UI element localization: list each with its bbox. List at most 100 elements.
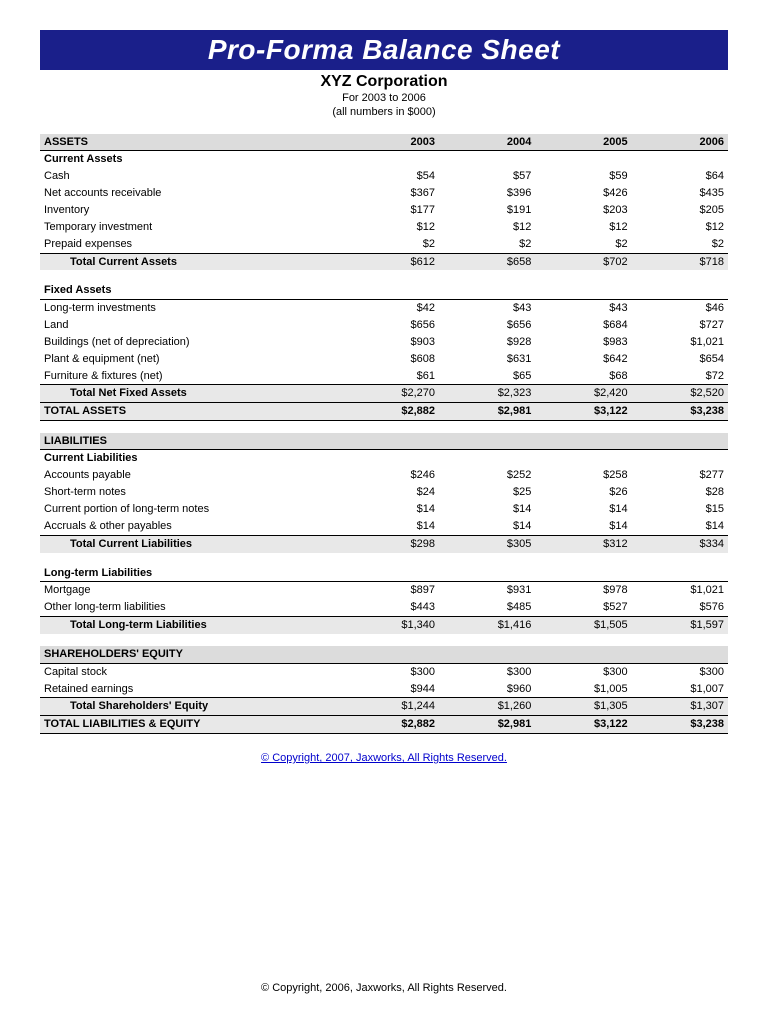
row-value: $12	[343, 219, 439, 236]
row-value: $14	[343, 501, 439, 518]
row-value: $978	[535, 582, 631, 599]
copyright-link[interactable]: © Copyright, 2007, Jaxworks, All Rights …	[261, 752, 507, 764]
table-row: Inventory$177$191$203$205	[40, 202, 728, 219]
table-row: Land$656$656$684$727	[40, 317, 728, 334]
row-value: $72	[632, 368, 728, 385]
row-value: $205	[632, 202, 728, 219]
total-fixed-assets-row: Total Net Fixed Assets $2,270 $2,323 $2,…	[40, 385, 728, 403]
total-longterm-liabilities-row: Total Long-term Liabilities $1,340 $1,41…	[40, 617, 728, 634]
row-value: $642	[535, 351, 631, 368]
longterm-liabilities-rows: Mortgage$897$931$978$1,021Other long-ter…	[40, 582, 728, 617]
row-label: Net accounts receivable	[40, 185, 343, 202]
table-row: Buildings (net of depreciation)$903$928$…	[40, 334, 728, 351]
row-value: $983	[535, 334, 631, 351]
table-row: Plant & equipment (net)$608$631$642$654	[40, 351, 728, 368]
row-value: $656	[439, 317, 535, 334]
row-value: $24	[343, 484, 439, 501]
row-value: $65	[439, 368, 535, 385]
table-row: Short-term notes$24$25$26$28	[40, 484, 728, 501]
row-value: $43	[439, 300, 535, 317]
row-value: $727	[632, 317, 728, 334]
equity-rows: Capital stock$300$300$300$300Retained ea…	[40, 663, 728, 698]
copyright-link-wrap: © Copyright, 2007, Jaxworks, All Rights …	[40, 752, 728, 764]
row-value: $944	[343, 681, 439, 698]
row-value: $2	[439, 236, 535, 253]
row-value: $608	[343, 351, 439, 368]
row-value: $928	[439, 334, 535, 351]
row-value: $64	[632, 168, 728, 185]
equity-header-row: SHAREHOLDERS' EQUITY	[40, 646, 728, 663]
row-value: $203	[535, 202, 631, 219]
document-title: Pro-Forma Balance Sheet	[40, 30, 728, 70]
current-assets-rows: Cash$54$57$59$64Net accounts receivable$…	[40, 168, 728, 253]
row-value: $2	[343, 236, 439, 253]
longterm-liabilities-subhead: Long-term Liabilities	[40, 565, 728, 582]
table-row: Accounts payable$246$252$258$277	[40, 467, 728, 484]
row-value: $191	[439, 202, 535, 219]
row-value: $1,007	[632, 681, 728, 698]
total-assets-row: TOTAL ASSETS $2,882 $2,981 $3,122 $3,238	[40, 403, 728, 421]
row-value: $2	[535, 236, 631, 253]
row-value: $654	[632, 351, 728, 368]
row-value: $14	[343, 518, 439, 535]
current-liabilities-subhead: Current Liabilities	[40, 450, 728, 467]
table-row: Other long-term liabilities$443$485$527$…	[40, 599, 728, 616]
row-value: $252	[439, 467, 535, 484]
row-label: Short-term notes	[40, 484, 343, 501]
row-label: Land	[40, 317, 343, 334]
assets-header-row: ASSETS 2003 2004 2005 2006	[40, 134, 728, 151]
table-row: Mortgage$897$931$978$1,021	[40, 582, 728, 599]
row-value: $903	[343, 334, 439, 351]
row-value: $12	[632, 219, 728, 236]
row-label: Furniture & fixtures (net)	[40, 368, 343, 385]
units-line: (all numbers in $000)	[40, 105, 728, 119]
table-row: Current portion of long-term notes$14$14…	[40, 501, 728, 518]
row-value: $12	[439, 219, 535, 236]
row-label: Cash	[40, 168, 343, 185]
row-value: $931	[439, 582, 535, 599]
row-label: Buildings (net of depreciation)	[40, 334, 343, 351]
row-value: $42	[343, 300, 439, 317]
row-value: $576	[632, 599, 728, 616]
row-value: $61	[343, 368, 439, 385]
row-label: Capital stock	[40, 663, 343, 680]
row-value: $258	[535, 467, 631, 484]
row-label: Retained earnings	[40, 681, 343, 698]
row-label: Current portion of long-term notes	[40, 501, 343, 518]
row-label: Other long-term liabilities	[40, 599, 343, 616]
row-value: $68	[535, 368, 631, 385]
row-value: $46	[632, 300, 728, 317]
row-value: $28	[632, 484, 728, 501]
row-value: $2	[632, 236, 728, 253]
row-value: $12	[535, 219, 631, 236]
total-current-assets-row: Total Current Assets $612 $658 $702 $718	[40, 253, 728, 270]
row-label: Prepaid expenses	[40, 236, 343, 253]
table-row: Net accounts receivable$367$396$426$435	[40, 185, 728, 202]
fixed-assets-subhead: Fixed Assets	[40, 282, 728, 299]
row-value: $485	[439, 599, 535, 616]
table-row: Cash$54$57$59$64	[40, 168, 728, 185]
row-value: $960	[439, 681, 535, 698]
period-line: For 2003 to 2006	[40, 91, 728, 105]
row-value: $177	[343, 202, 439, 219]
row-value: $25	[439, 484, 535, 501]
table-row: Temporary investment$12$12$12$12	[40, 219, 728, 236]
total-current-liabilities-row: Total Current Liabilities $298 $305 $312…	[40, 535, 728, 552]
row-value: $631	[439, 351, 535, 368]
table-row: Prepaid expenses$2$2$2$2	[40, 236, 728, 253]
row-value: $59	[535, 168, 631, 185]
row-value: $14	[535, 501, 631, 518]
row-label: Accruals & other payables	[40, 518, 343, 535]
row-value: $14	[439, 518, 535, 535]
fixed-assets-rows: Long-term investments$42$43$43$46Land$65…	[40, 300, 728, 385]
row-value: $300	[632, 663, 728, 680]
row-value: $300	[439, 663, 535, 680]
company-name: XYZ Corporation	[40, 73, 728, 91]
current-liabilities-rows: Accounts payable$246$252$258$277Short-te…	[40, 467, 728, 535]
row-value: $14	[439, 501, 535, 518]
row-value: $435	[632, 185, 728, 202]
row-value: $300	[535, 663, 631, 680]
row-label: Plant & equipment (net)	[40, 351, 343, 368]
row-value: $426	[535, 185, 631, 202]
row-label: Mortgage	[40, 582, 343, 599]
